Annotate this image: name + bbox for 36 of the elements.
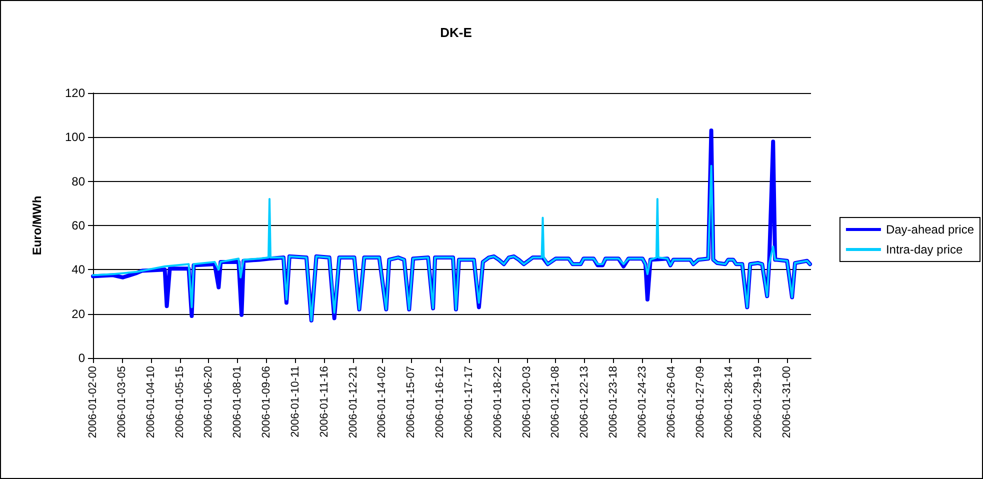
x-tick-label: 2006-01-05-15 [174, 366, 186, 438]
x-tick-label: 2006-01-12-21 [347, 366, 360, 438]
x-tick-label: 2006-01-18-22 [492, 366, 504, 438]
x-tick-label: 2006-01-20-03 [520, 366, 533, 438]
x-tick-label: 2006-01-11-16 [318, 366, 330, 438]
y-tick-label: 100 [64, 130, 86, 144]
x-tick-label: 2006-01-17-17 [462, 366, 475, 438]
x-tick-label: 2006-01-06-20 [202, 366, 215, 438]
x-tick-label: 2006-01-15-07 [405, 366, 418, 438]
legend-label: Intra-day price [886, 242, 963, 256]
y-tick-label: 0 [78, 351, 86, 365]
y-tick-label: 120 [64, 86, 86, 100]
chart-title: DK-E [440, 25, 472, 40]
x-tick-label: 2006-01-21-08 [550, 366, 562, 438]
x-tick-label: 2006-01-28-14 [723, 366, 736, 438]
legend-label: Day-ahead price [886, 222, 974, 236]
x-tick-label: 2006-01-22-13 [578, 366, 591, 438]
x-tick-label: 2006-01-14-02 [376, 366, 388, 438]
x-tick-label: 2006-01-29-19 [752, 366, 764, 438]
x-tick-label: 2006-01-31-00 [781, 366, 794, 438]
x-tick-label: 2006-01-26-04 [665, 366, 678, 438]
y-axis-title: Euro/MWh [30, 196, 44, 256]
x-tick-label: 2006-01-08-01 [232, 366, 244, 438]
x-tick-label: 2006-01-24-23 [636, 366, 648, 438]
x-tick-label: 2006-01-02-00 [87, 366, 99, 438]
x-tick-label: 2006-01-23-18 [608, 366, 620, 438]
x-tick-label: 2006-01-16-12 [434, 366, 446, 438]
y-tick-label: 60 [72, 218, 86, 232]
x-tick-label: 2006-01-03-05 [116, 366, 128, 438]
x-tick-label: 2006-01-10-11 [289, 366, 302, 438]
y-tick-label: 40 [72, 262, 86, 277]
x-tick-label: 2006-01-27-09 [694, 366, 706, 438]
y-tick-label: 20 [72, 306, 86, 321]
y-tick-label: 80 [72, 174, 86, 188]
x-tick-label: 2006-01-04-10 [144, 366, 157, 438]
x-tick-label: 2006-01-09-06 [260, 366, 273, 438]
